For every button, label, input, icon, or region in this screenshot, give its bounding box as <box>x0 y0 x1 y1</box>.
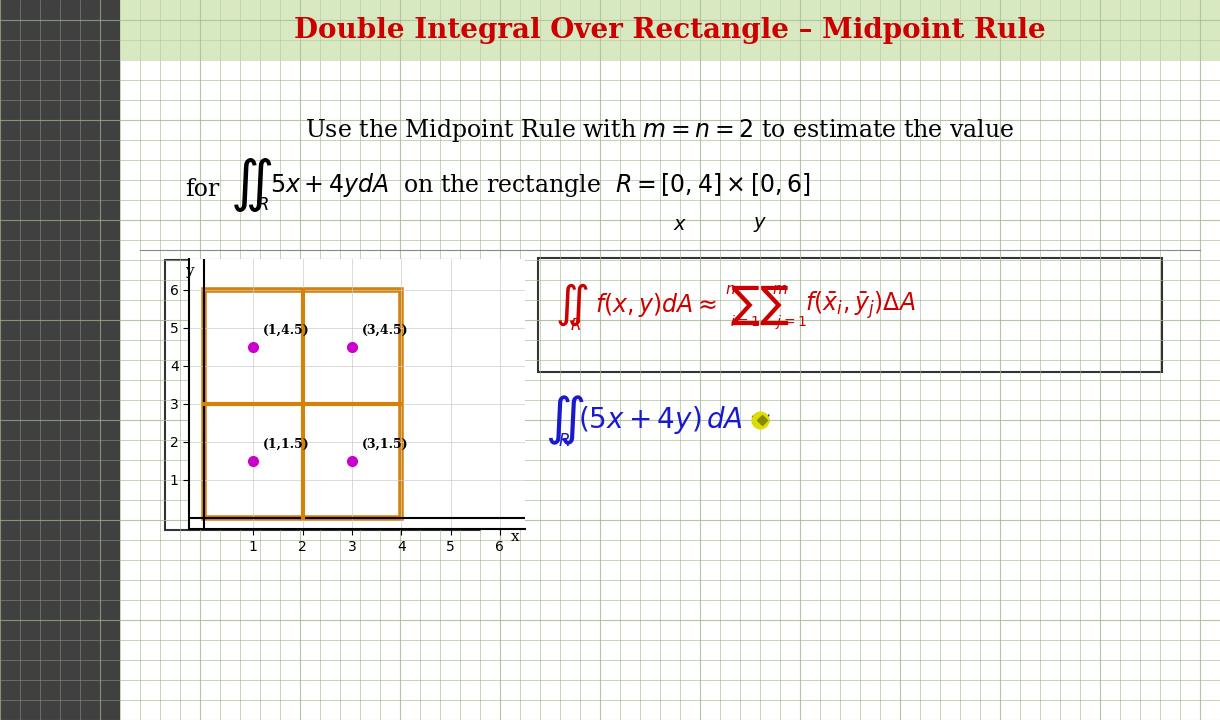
Text: y: y <box>184 264 194 278</box>
Text: $5x + 4ydA$  on the rectangle  $R = [0, 4] \times [0, 6]$: $5x + 4ydA$ on the rectangle $R = [0, 4]… <box>270 171 811 199</box>
Bar <box>0 0 120 720</box>
Text: $f(x,y)dA \approx$: $f(x,y)dA \approx$ <box>595 291 717 319</box>
Text: $\iint$: $\iint$ <box>555 282 588 328</box>
Text: $R$: $R$ <box>558 433 570 451</box>
Text: $j=1$: $j=1$ <box>775 313 808 331</box>
Text: (1,1.5): (1,1.5) <box>264 438 310 451</box>
Text: $f(\bar{x}_i, \bar{y}_j)\Delta A$: $f(\bar{x}_i, \bar{y}_j)\Delta A$ <box>805 289 915 321</box>
Text: Use the Midpoint Rule with $m = n = 2$ to estimate the value: Use the Midpoint Rule with $m = n = 2$ t… <box>305 117 1015 143</box>
FancyBboxPatch shape <box>538 258 1161 372</box>
Bar <box>204 289 401 518</box>
Text: $\iint$: $\iint$ <box>231 156 272 214</box>
Text: (3,1.5): (3,1.5) <box>362 438 409 451</box>
Text: $\iint$: $\iint$ <box>545 393 584 446</box>
Bar <box>165 260 479 530</box>
Text: (3,4.5): (3,4.5) <box>362 324 409 337</box>
Text: (1,4.5): (1,4.5) <box>264 324 310 337</box>
Text: $m$: $m$ <box>772 283 788 297</box>
Text: x: x <box>510 530 518 544</box>
Text: $\sum\sum$: $\sum\sum$ <box>730 284 789 327</box>
Text: $R$: $R$ <box>570 317 581 333</box>
Text: for: for <box>185 179 220 202</box>
Text: $x$: $x$ <box>673 216 687 234</box>
Text: $R$: $R$ <box>256 196 268 214</box>
Text: $y$: $y$ <box>753 215 767 235</box>
Text: $(5x + 4y)\,dA \approx$: $(5x + 4y)\,dA \approx$ <box>578 404 771 436</box>
Text: Double Integral Over Rectangle – Midpoint Rule: Double Integral Over Rectangle – Midpoin… <box>294 17 1046 43</box>
Bar <box>120 0 1220 60</box>
Text: $n$: $n$ <box>725 283 736 297</box>
Text: $i=1$: $i=1$ <box>730 315 760 330</box>
